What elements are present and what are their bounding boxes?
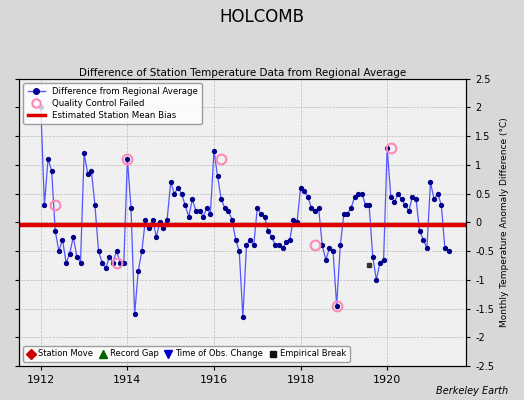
Y-axis label: Monthly Temperature Anomaly Difference (°C): Monthly Temperature Anomaly Difference (… xyxy=(500,118,509,327)
Text: Berkeley Earth: Berkeley Earth xyxy=(436,386,508,396)
Legend: Station Move, Record Gap, Time of Obs. Change, Empirical Break: Station Move, Record Gap, Time of Obs. C… xyxy=(24,346,350,362)
Text: HOLCOMB: HOLCOMB xyxy=(220,8,304,26)
Title: Difference of Station Temperature Data from Regional Average: Difference of Station Temperature Data f… xyxy=(79,68,407,78)
